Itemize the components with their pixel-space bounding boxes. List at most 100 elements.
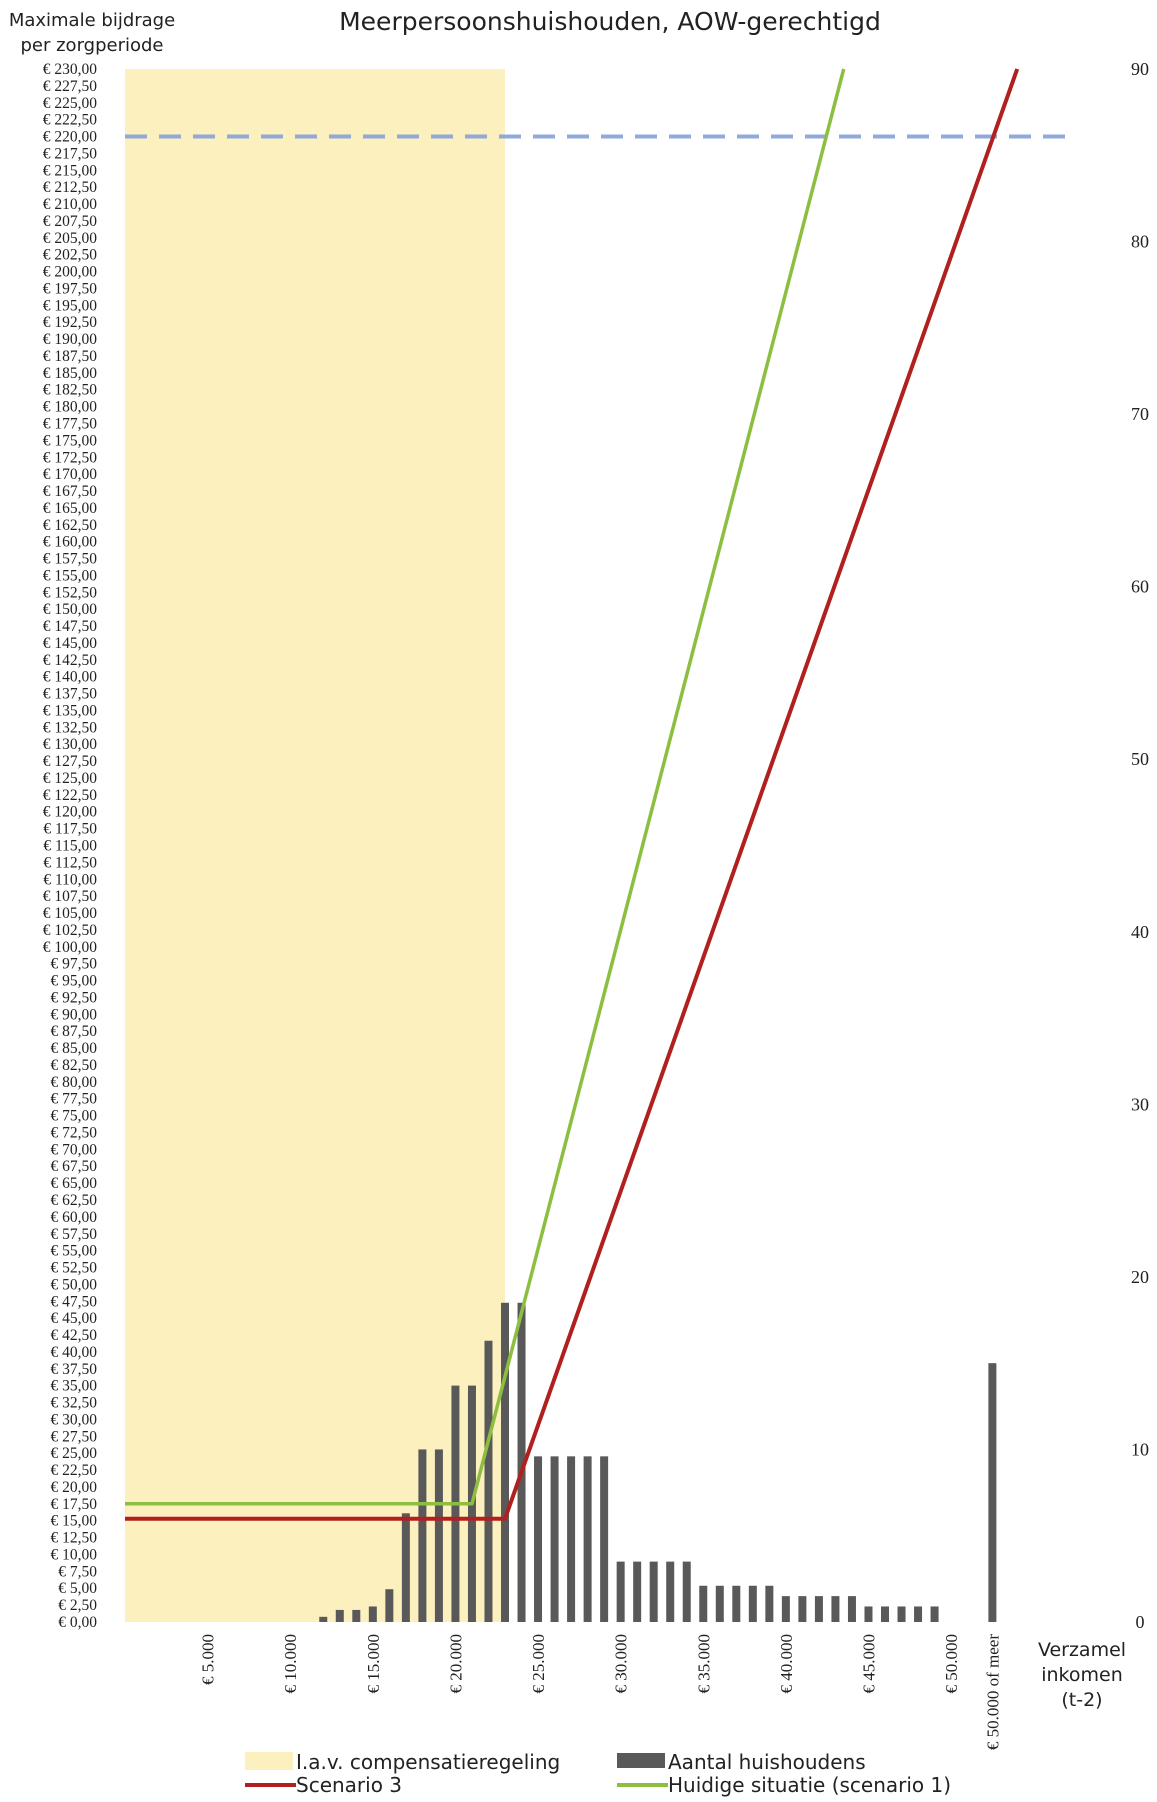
bar: [699, 1585, 708, 1622]
y-left-tick-label: € 195,00: [43, 297, 98, 314]
y-left-tick-label: € 155,00: [43, 567, 98, 584]
y-left-tick-label: € 130,00: [43, 736, 98, 753]
compensation-region-layer: [125, 69, 505, 1622]
x-tick-label: € 30.000: [612, 1634, 631, 1694]
y-left-tick-label: € 70,00: [51, 1141, 98, 1158]
y-left-tick-label: € 202,50: [43, 247, 98, 264]
y-left-tick-label: € 207,50: [43, 213, 98, 230]
bar: [434, 1449, 443, 1622]
bar: [633, 1561, 642, 1622]
y-left-tick-label: € 122,50: [43, 787, 98, 804]
bar: [583, 1456, 592, 1622]
y-left-tick-label: € 182,50: [43, 382, 98, 399]
y-left-tick-label: € 40,00: [51, 1344, 98, 1361]
y-left-tick-label: € 27,50: [51, 1428, 98, 1445]
y-right-tick-label: 20: [1131, 1267, 1149, 1287]
y-left-tick-label: € 42,50: [51, 1327, 98, 1344]
bar: [682, 1561, 691, 1622]
y-left-tick-label: € 135,00: [43, 702, 98, 719]
y-left-tick-label: € 192,50: [43, 314, 98, 331]
y-left-tick-label: € 220,00: [43, 129, 98, 146]
bar: [914, 1606, 923, 1622]
x-axis-label-line-1: Verzamel: [1038, 1639, 1126, 1661]
y-left-tick-label: € 50,00: [51, 1276, 98, 1293]
y-left-tick-label: € 82,50: [51, 1057, 98, 1074]
right-axis-ticks: 0 10 20 30 40 50 60 70 80 90: [1131, 59, 1149, 1632]
series-line-current-situation: [125, 68, 846, 1506]
legend: I.a.v. compensatieregeling Aantal huisho…: [245, 1750, 951, 1797]
y-left-tick-label: € 30,00: [51, 1411, 98, 1428]
y-left-tick-label: € 75,00: [51, 1108, 98, 1125]
y-left-tick-label: € 210,00: [43, 196, 98, 213]
bar: [501, 1302, 509, 1622]
y-right-tick-label: 70: [1131, 404, 1149, 424]
y-left-tick-label: € 15,00: [51, 1513, 98, 1530]
y-left-tick-label: € 77,50: [51, 1091, 98, 1108]
y-left-tick-label: € 132,50: [43, 719, 98, 736]
bar: [847, 1596, 856, 1622]
bar: [401, 1513, 410, 1622]
y-left-tick-label: € 222,50: [43, 112, 98, 129]
series-line-scenario-3: [125, 68, 1020, 1521]
y-left-tick-label: € 230,00: [43, 61, 98, 78]
y-left-tick-label: € 45,00: [51, 1310, 98, 1327]
legend-swatch-compensation: [245, 1752, 293, 1770]
y-left-tick-label: € 180,00: [43, 399, 98, 416]
bar: [897, 1606, 906, 1622]
y-left-tick-label: € 87,50: [51, 1023, 98, 1040]
y-left-tick-label: € 80,00: [51, 1074, 98, 1091]
bar: [715, 1585, 724, 1622]
y-left-tick-label: € 52,50: [51, 1260, 98, 1277]
x-tick-label: € 50.000 of meer: [983, 1634, 1002, 1750]
y-left-tick-label: € 72,50: [51, 1124, 98, 1141]
y-left-tick-label: € 120,00: [43, 804, 98, 821]
x-axis-label-line-3: (t-2): [1061, 1689, 1102, 1711]
y-left-tick-label: € 20,00: [51, 1479, 98, 1496]
bar: [988, 1363, 997, 1622]
x-axis-label-line-2: inkomen: [1041, 1664, 1123, 1686]
bar: [600, 1456, 609, 1622]
y-left-tick-label: € 112,50: [43, 854, 97, 871]
y-left-tick-label: € 152,50: [43, 584, 98, 601]
x-tick-label: € 40.000: [777, 1634, 796, 1694]
x-tick-label: € 45.000: [859, 1634, 878, 1694]
y-left-tick-label: € 185,00: [43, 365, 98, 382]
bar: [484, 1340, 493, 1622]
y-left-tick-label: € 145,00: [43, 635, 98, 652]
y-left-tick-label: € 55,00: [51, 1243, 98, 1260]
y-left-tick-label: € 160,00: [43, 534, 98, 551]
y-left-tick-label: € 142,50: [43, 652, 98, 669]
y-left-tick-label: € 197,50: [43, 280, 98, 297]
y-left-tick-label: € 140,00: [43, 669, 98, 686]
y-left-tick-label: € 190,00: [43, 331, 98, 348]
y-right-tick-label: 30: [1131, 1094, 1149, 1114]
y-left-tick-label: € 12,50: [51, 1530, 98, 1547]
bar: [798, 1596, 807, 1622]
bar: [567, 1456, 576, 1622]
y-left-tick-label: € 225,00: [43, 95, 98, 112]
bar: [666, 1561, 675, 1622]
y-left-tick-label: € 212,50: [43, 179, 98, 196]
bar: [930, 1606, 939, 1622]
y-left-tick-label: € 5,00: [58, 1580, 97, 1597]
legend-swatch-households: [617, 1753, 665, 1768]
bar: [352, 1609, 361, 1622]
y-left-tick-label: € 127,50: [43, 753, 98, 770]
y-left-tick-label: € 187,50: [43, 348, 98, 365]
chart-title: Meerpersoonshuishouden, AOW-gerechtigd: [339, 7, 881, 36]
bar: [319, 1616, 328, 1622]
series-layer: [125, 68, 1020, 1521]
y-left-tick-label: € 0,00: [58, 1614, 97, 1631]
y-left-tick-label: € 97,50: [51, 956, 98, 973]
y-left-tick-label: € 90,00: [51, 1006, 98, 1023]
y-left-tick-label: € 115,00: [43, 838, 97, 855]
y-left-tick-label: € 67,50: [51, 1158, 98, 1175]
y-left-tick-label: € 22,50: [51, 1462, 98, 1479]
y-left-tick-label: € 32,50: [51, 1395, 98, 1412]
bar: [335, 1609, 344, 1622]
y-left-tick-label: € 65,00: [51, 1175, 98, 1192]
y-left-tick-label: € 175,00: [43, 432, 98, 449]
legend-label-scenario-3: Scenario 3: [296, 1773, 402, 1797]
y-right-tick-label: 40: [1131, 922, 1149, 942]
bar: [831, 1596, 840, 1622]
